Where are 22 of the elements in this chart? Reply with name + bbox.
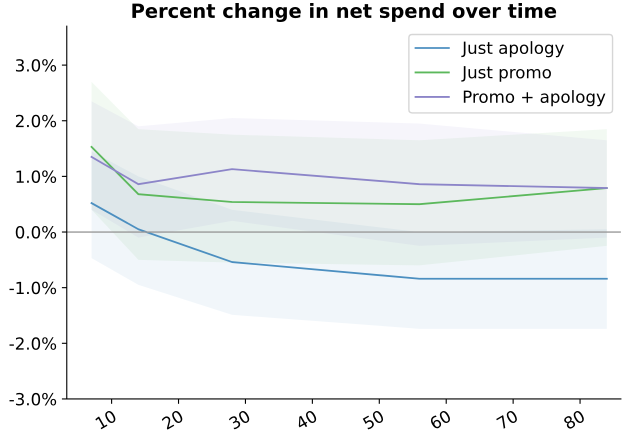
y-tick-label: -3.0%: [10, 392, 56, 406]
x-tick-label: 80: [562, 409, 586, 430]
y-tick-label: 1.0%: [16, 170, 56, 183]
chart-title: Percent change in net spend over time: [132, 3, 556, 22]
x-tick-label: 20: [161, 409, 184, 430]
legend-label: Promo + apology: [464, 90, 606, 106]
line-series: [90, 146, 608, 206]
x-tick-label: 40: [294, 409, 318, 430]
x-tick-label: 10: [94, 409, 118, 430]
legend-label: Just apology: [461, 41, 564, 58]
line-series: [90, 202, 608, 280]
y-tick-label: -1.0%: [10, 282, 56, 294]
x-tick-label: 30: [228, 409, 251, 430]
y-tick-label: 3.0%: [16, 59, 56, 72]
y-tick-label: 2.0%: [16, 114, 56, 128]
line-series: [90, 156, 608, 189]
x-tick-label: 70: [496, 409, 519, 430]
legend-label: Just promo: [461, 66, 551, 82]
x-tick-label: 60: [429, 409, 452, 430]
y-tick-label: -2.0%: [10, 337, 56, 350]
y-tick-label: 0.0%: [16, 226, 56, 239]
x-tick-label: 50: [362, 409, 385, 430]
